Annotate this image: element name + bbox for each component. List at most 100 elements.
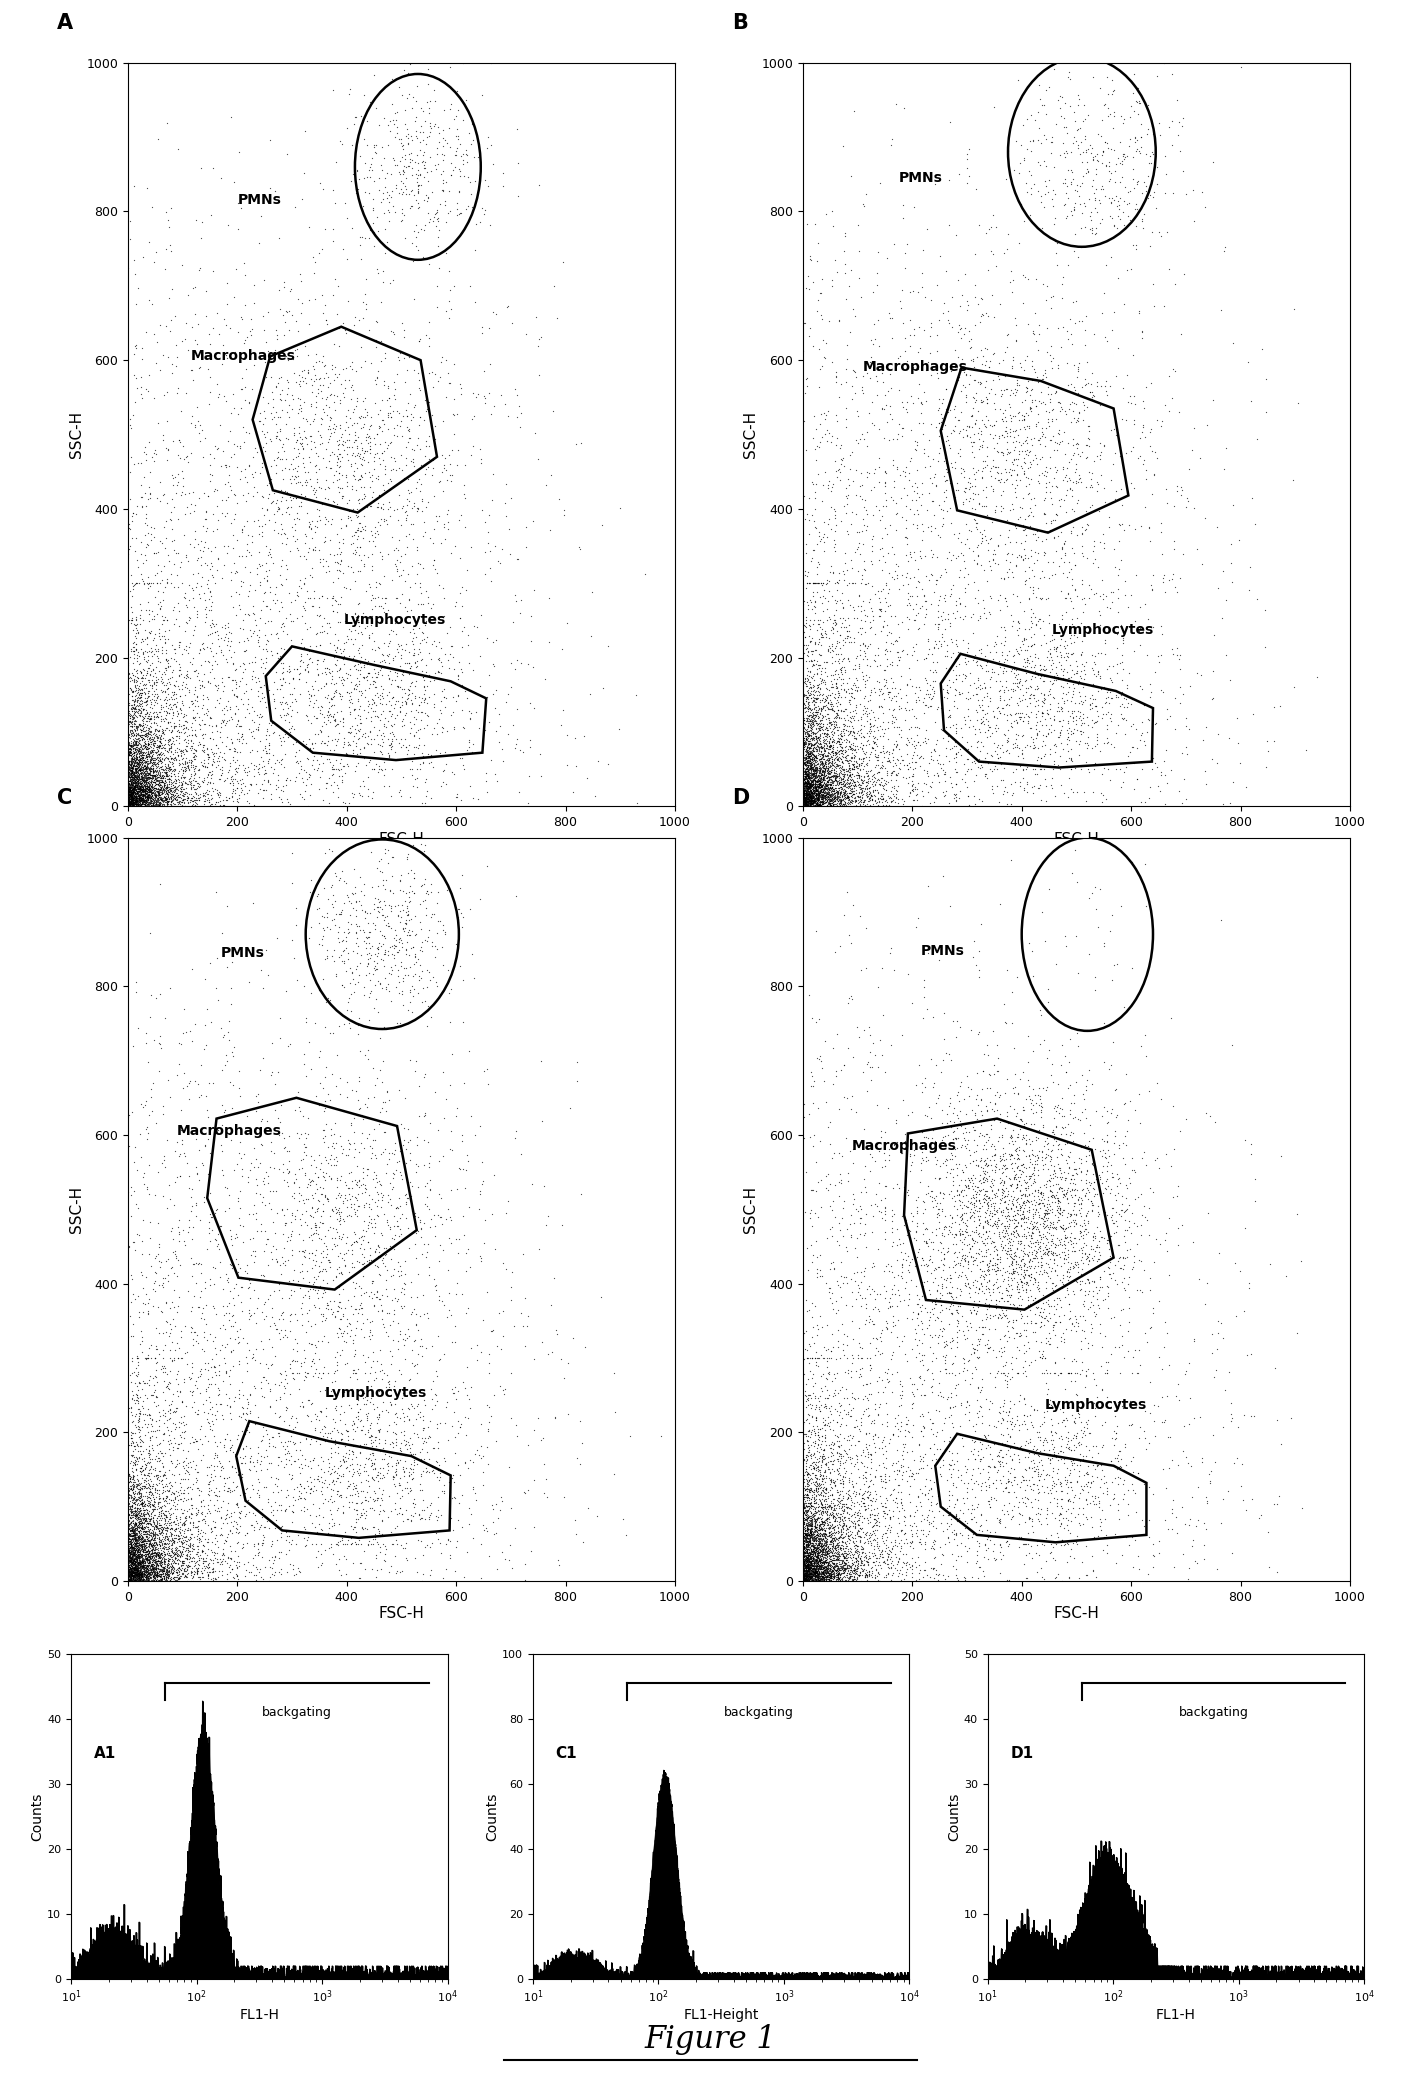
Point bbox=[1054, 662, 1077, 695]
Point bbox=[439, 92, 462, 126]
Point bbox=[990, 1282, 1013, 1315]
Point bbox=[303, 1462, 325, 1495]
Point bbox=[806, 781, 828, 815]
Point bbox=[801, 1518, 824, 1552]
Point bbox=[139, 718, 162, 752]
Point bbox=[132, 1535, 155, 1568]
Point bbox=[121, 1491, 144, 1524]
Point bbox=[1057, 762, 1080, 796]
Point bbox=[249, 1215, 271, 1248]
Point bbox=[352, 408, 375, 442]
Point bbox=[814, 781, 837, 815]
Point bbox=[918, 1506, 941, 1539]
Point bbox=[801, 1556, 824, 1589]
Point bbox=[151, 1527, 173, 1560]
Point bbox=[1086, 1275, 1108, 1309]
Point bbox=[1034, 507, 1057, 540]
Point bbox=[1133, 197, 1155, 230]
Point bbox=[1025, 1143, 1047, 1177]
Point bbox=[139, 570, 162, 603]
Point bbox=[817, 756, 840, 789]
Point bbox=[391, 165, 414, 199]
Point bbox=[162, 1560, 185, 1594]
Point bbox=[931, 402, 953, 436]
Point bbox=[124, 1529, 146, 1562]
Point bbox=[806, 695, 828, 729]
Point bbox=[807, 758, 830, 792]
Point bbox=[161, 1527, 183, 1560]
Point bbox=[172, 1506, 195, 1539]
Point bbox=[227, 1254, 250, 1288]
Point bbox=[438, 111, 460, 144]
Point bbox=[1069, 1215, 1091, 1248]
Point bbox=[803, 789, 826, 823]
Point bbox=[1059, 611, 1081, 645]
Point bbox=[306, 683, 328, 716]
Point bbox=[148, 1556, 171, 1589]
Point bbox=[121, 764, 144, 798]
Point bbox=[276, 1319, 298, 1353]
Point bbox=[163, 643, 186, 676]
Point bbox=[335, 469, 358, 503]
Point bbox=[122, 1562, 145, 1596]
Point bbox=[797, 1545, 820, 1579]
Point bbox=[379, 396, 402, 429]
Point bbox=[1007, 666, 1030, 699]
Point bbox=[267, 745, 290, 779]
Point bbox=[796, 1497, 818, 1531]
Point bbox=[1201, 1317, 1223, 1351]
Point bbox=[834, 609, 857, 643]
Point bbox=[169, 1426, 192, 1460]
Point bbox=[151, 781, 173, 815]
Point bbox=[122, 743, 145, 777]
Point bbox=[824, 630, 847, 664]
Point bbox=[806, 668, 828, 701]
Point bbox=[810, 1503, 833, 1537]
Point bbox=[212, 1309, 234, 1342]
Point bbox=[999, 1277, 1022, 1311]
Point bbox=[901, 469, 924, 503]
Point bbox=[1037, 71, 1060, 105]
Point bbox=[159, 775, 182, 808]
Point bbox=[125, 1524, 148, 1558]
Point bbox=[125, 490, 148, 524]
Point bbox=[1067, 1028, 1090, 1062]
Point bbox=[338, 951, 361, 984]
Point bbox=[874, 632, 897, 666]
Point bbox=[277, 1434, 300, 1468]
Point bbox=[402, 930, 425, 963]
Point bbox=[131, 1487, 153, 1520]
Point bbox=[826, 777, 848, 810]
Point bbox=[806, 1520, 828, 1554]
Point bbox=[965, 404, 988, 438]
Point bbox=[313, 706, 335, 739]
Point bbox=[800, 660, 823, 693]
Point bbox=[426, 1460, 449, 1493]
Point bbox=[828, 687, 851, 720]
Point bbox=[439, 448, 462, 482]
Point bbox=[877, 1537, 899, 1570]
Point bbox=[369, 346, 392, 379]
Point bbox=[820, 1491, 843, 1524]
Point bbox=[799, 1552, 821, 1585]
Point bbox=[1091, 697, 1114, 731]
Point bbox=[803, 670, 826, 704]
Point bbox=[834, 1552, 857, 1585]
Point bbox=[175, 1554, 198, 1587]
Point bbox=[135, 593, 158, 626]
Point bbox=[136, 779, 159, 812]
Point bbox=[159, 766, 182, 800]
Point bbox=[122, 777, 145, 810]
Point bbox=[365, 1480, 388, 1514]
Point bbox=[917, 1395, 939, 1428]
Point bbox=[934, 465, 956, 498]
Point bbox=[261, 1290, 284, 1323]
Point bbox=[146, 1562, 169, 1596]
Point bbox=[828, 1395, 851, 1428]
Point bbox=[388, 934, 411, 967]
Point bbox=[442, 712, 465, 745]
Point bbox=[908, 1453, 931, 1487]
Point bbox=[148, 1554, 171, 1587]
Point bbox=[934, 1219, 956, 1252]
Point bbox=[976, 1221, 999, 1254]
